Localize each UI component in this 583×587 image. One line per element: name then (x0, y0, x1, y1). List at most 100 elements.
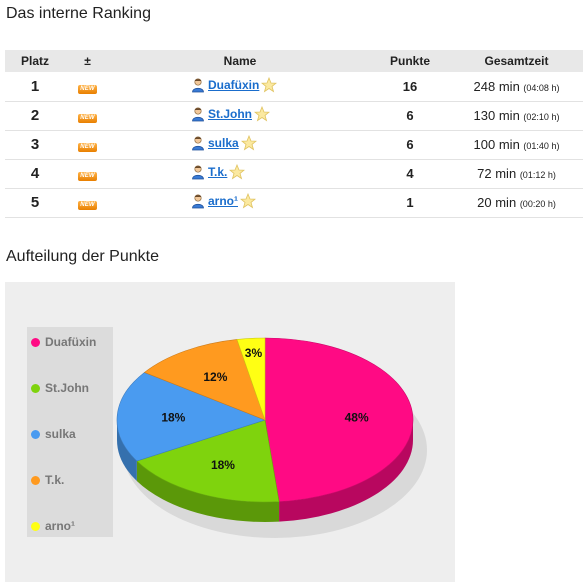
legend-swatch (31, 429, 40, 439)
time-hours: (01:40 h) (523, 141, 560, 151)
legend-item: sulka (31, 427, 76, 441)
pie-slice-side (117, 420, 137, 481)
pie-slice-side (279, 420, 413, 522)
legend-item: arno¹ (31, 519, 75, 533)
pie-slice-label: 3% (245, 346, 263, 360)
user-icon (192, 165, 204, 180)
time-minutes: 72 min (477, 166, 517, 181)
pie-slice-label: 48% (345, 411, 369, 425)
ranking-table: Platz ± Name Punkte Gesamtzeit 1 NEW Dua… (5, 50, 583, 218)
header-punkte: Punkte (370, 50, 450, 72)
pie-slice-label: 18% (161, 411, 185, 425)
header-change: ± (65, 50, 110, 72)
header-name: Name (110, 50, 370, 72)
table-row: 1 NEW Duafüxin 16 248 min (04:08 h) (5, 72, 583, 102)
user-icon (192, 78, 204, 93)
name-cell: St.John (110, 101, 370, 131)
user-icon (192, 107, 204, 122)
pie-slice (136, 419, 280, 503)
points-cell: 16 (370, 72, 450, 102)
star-icon (229, 164, 246, 180)
pie-chart: 48% 18% 18% 12% 3% (116, 337, 427, 538)
change-cell: NEW (65, 72, 110, 102)
new-badge-icon: NEW (78, 84, 97, 94)
rank-number: 4 (5, 159, 65, 189)
legend-label: Duafüxin (45, 335, 97, 349)
pie-slice-side (136, 461, 280, 522)
rank-number: 5 (5, 188, 65, 218)
time-hours: (04:08 h) (523, 82, 560, 93)
star-icon (240, 193, 256, 209)
pie-slice (264, 337, 414, 502)
time-minutes: 130 min (473, 108, 520, 123)
time-cell: 72 min (01:12 h) (450, 159, 583, 189)
table-row: 4 NEW T.k. 4 72 min (01:12 h) (5, 159, 583, 189)
table-header-row: Platz ± Name Punkte Gesamtzeit (5, 50, 583, 72)
table-row: 3 NEW sulka 6 100 min (01:40 h) (5, 130, 583, 160)
legend-label: St.John (45, 381, 89, 395)
time-minutes: 100 min (473, 137, 520, 152)
time-cell: 130 min (02:10 h) (450, 101, 583, 131)
legend-item: Duafüxin (31, 335, 96, 349)
player-name-link[interactable]: sulka (208, 136, 239, 150)
table-row: 2 NEW St.John 6 130 min (02:10 h) (5, 101, 583, 131)
points-cell: 1 (370, 188, 450, 218)
rank-number: 3 (5, 130, 65, 160)
legend-swatch (31, 383, 40, 393)
player-name-link[interactable]: T.k. (208, 165, 228, 179)
legend-swatch (31, 475, 40, 485)
pie-slice (143, 339, 266, 421)
star-icon (240, 135, 257, 151)
ranking-title: Das interne Ranking (6, 5, 151, 22)
name-cell: Duafüxin (110, 72, 370, 102)
time-minutes: 248 min (473, 78, 520, 94)
points-cell: 4 (370, 159, 450, 189)
name-cell: sulka (110, 130, 370, 160)
name-cell: T.k. (110, 159, 370, 189)
chart-legend: Duafüxin St.John sulka T.k. arno¹ (27, 327, 113, 537)
points-cell: 6 (370, 101, 450, 131)
player-name-link[interactable]: St.John (208, 107, 252, 121)
header-gesamtzeit: Gesamtzeit (450, 50, 583, 72)
new-badge-icon: NEW (78, 172, 97, 181)
header-platz: Platz (5, 50, 65, 72)
change-cell: NEW (65, 188, 110, 218)
rank-number: 1 (5, 72, 65, 102)
time-cell: 20 min (00:20 h) (450, 188, 583, 218)
new-badge-icon: NEW (78, 143, 97, 152)
legend-label: sulka (45, 427, 76, 441)
player-name-link[interactable]: arno¹ (208, 194, 238, 208)
pie-chart-area: Duafüxin St.John sulka T.k. arno¹ 48% 18%… (5, 282, 455, 582)
time-cell: 100 min (01:40 h) (450, 130, 583, 160)
user-icon (192, 136, 204, 151)
legend-item: T.k. (31, 473, 64, 487)
change-cell: NEW (65, 101, 110, 131)
change-cell: NEW (65, 130, 110, 160)
time-hours: (00:20 h) (519, 199, 556, 209)
table-row: 5 NEW arno¹ 1 20 min (00:20 h) (5, 188, 583, 218)
pie-slice-label: 12% (203, 370, 227, 384)
time-minutes: 20 min (477, 195, 517, 210)
points-cell: 6 (370, 130, 450, 160)
rank-number: 2 (5, 101, 65, 131)
pie-slice-label: 18% (211, 458, 235, 472)
player-name-link[interactable]: Duafüxin (208, 77, 260, 92)
user-icon (192, 194, 204, 209)
legend-label: T.k. (45, 473, 65, 487)
new-badge-icon: NEW (78, 114, 97, 123)
change-cell: NEW (65, 159, 110, 189)
pie-slice (116, 372, 266, 462)
time-cell: 248 min (04:08 h) (450, 72, 583, 102)
pie-slice (236, 337, 266, 421)
legend-swatch (31, 521, 40, 531)
legend-label: arno¹ (45, 519, 75, 533)
chart-title: Aufteilung der Punkte (6, 248, 159, 265)
name-cell: arno¹ (110, 188, 370, 218)
star-icon (254, 106, 270, 122)
legend-swatch (31, 337, 40, 347)
time-hours: (02:10 h) (523, 112, 560, 122)
star-icon (261, 76, 278, 93)
time-hours: (01:12 h) (519, 170, 556, 180)
legend-item: St.John (31, 381, 89, 395)
new-badge-icon: NEW (78, 201, 97, 210)
